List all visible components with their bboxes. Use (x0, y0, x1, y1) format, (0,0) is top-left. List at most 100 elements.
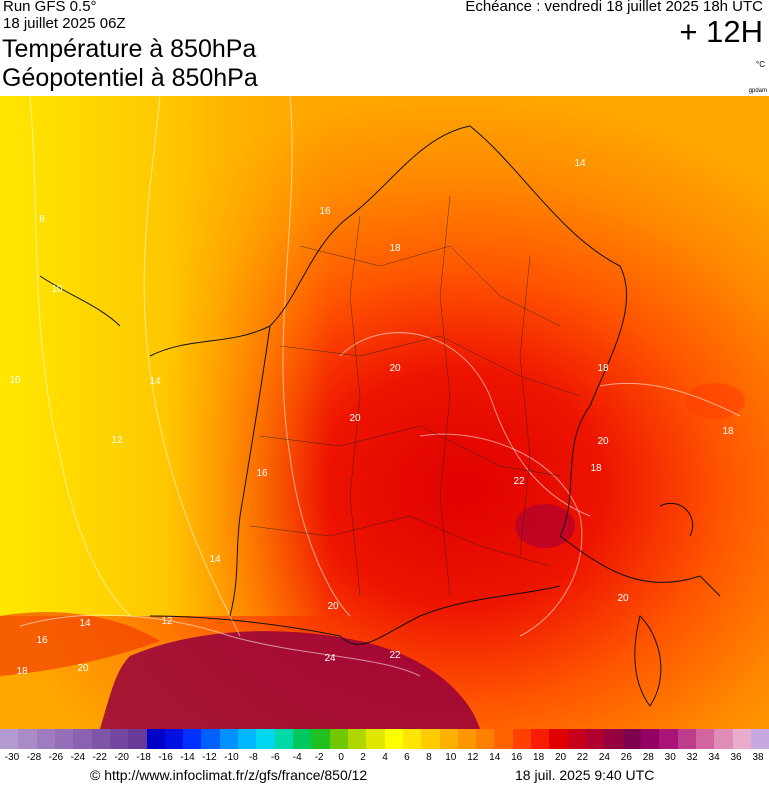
color-swatch (567, 729, 586, 749)
color-scale-tick: -24 (70, 752, 86, 763)
color-swatch (347, 729, 367, 749)
color-swatch (146, 729, 165, 749)
color-swatch (384, 729, 403, 749)
isotherm-label: 14 (149, 376, 161, 387)
color-swatch (586, 729, 605, 749)
color-swatch (73, 729, 92, 749)
color-scale-bar (0, 729, 769, 749)
isotherm-label: 8 (39, 214, 45, 225)
color-swatch (512, 729, 532, 749)
color-swatch (0, 729, 19, 749)
color-scale-tick: 20 (554, 752, 567, 763)
color-scale-tick: 16 (511, 752, 523, 763)
isotherm-label: 20 (327, 601, 339, 612)
color-swatch (164, 729, 184, 749)
lead-time: + 12H (679, 14, 763, 49)
isotherm-label: 16 (36, 635, 48, 646)
color-swatch (549, 729, 568, 749)
color-scale-tick: -26 (48, 752, 64, 763)
isotherm-label: 10 (51, 284, 63, 295)
color-scale-tick: 2 (360, 752, 366, 763)
temperature-map[interactable]: 14 16 18 8 10 10 14 12 16 14 20 20 18 20… (0, 96, 769, 729)
color-swatch (494, 729, 513, 749)
color-swatch (183, 729, 202, 749)
color-swatch (402, 729, 422, 749)
map-title-geopotential: Géopotentiel à 850hPa (2, 64, 258, 92)
color-scale-tick: 26 (620, 752, 632, 763)
isotherm-label: 22 (513, 476, 525, 487)
color-swatch (659, 729, 678, 749)
hot-zone-east (685, 383, 745, 419)
color-scale-tick: -30 (4, 752, 20, 763)
isotherm-label: 12 (161, 616, 173, 627)
isotherm-label: 16 (256, 468, 268, 479)
isotherm-label: 20 (617, 593, 629, 604)
map-title-temperature: Température à 850hPa (2, 35, 257, 63)
color-swatch (18, 729, 37, 749)
isotherm-lines (19, 96, 741, 677)
color-scale-tick: -22 (92, 752, 107, 763)
color-swatch (109, 729, 129, 749)
color-swatch (293, 729, 312, 749)
hot-zone-iberia (0, 612, 160, 676)
color-scale-tick: -28 (26, 752, 42, 763)
isotherm-label: 14 (79, 618, 91, 629)
color-scale-tick: -8 (248, 752, 258, 763)
isotherm-labels: 14 16 18 8 10 10 14 12 16 14 20 20 18 20… (9, 158, 734, 677)
color-scale-tick: 12 (467, 752, 479, 763)
isotherm-label: 10 (9, 375, 21, 386)
color-scale-tick: 10 (445, 752, 457, 763)
color-swatch (457, 729, 477, 749)
color-swatch (128, 729, 147, 749)
color-swatch (91, 729, 110, 749)
isotherm-label: 12 (111, 435, 123, 446)
color-swatch (640, 729, 660, 749)
isotherm-label: 14 (574, 158, 586, 169)
isotherm-label: 18 (722, 426, 734, 437)
isotherm-label: 18 (389, 243, 401, 254)
isotherm-label: 20 (77, 663, 89, 674)
isotherm-label: 20 (389, 363, 401, 374)
color-swatch (201, 729, 220, 749)
generation-timestamp: 18 juil. 2025 9:40 UTC (515, 767, 655, 783)
color-scale-tick: 22 (576, 752, 589, 763)
color-swatch (604, 729, 623, 749)
color-scale-tick: 38 (752, 752, 764, 763)
color-scale-tick: 24 (598, 752, 610, 763)
color-swatch (622, 729, 641, 749)
color-swatch (714, 729, 733, 749)
isotherm-label: 14 (209, 554, 221, 565)
color-swatch (238, 729, 257, 749)
color-swatch (421, 729, 440, 749)
isotherm-label: 20 (349, 413, 361, 424)
color-scale-tick: -18 (136, 752, 151, 763)
color-scale-tick: 36 (730, 752, 742, 763)
color-swatch (476, 729, 495, 749)
valid-time: Echéance : vendredi 18 juillet 2025 18h … (465, 0, 763, 15)
color-scale-tick: 4 (382, 752, 388, 763)
color-scale-tick: -20 (114, 752, 129, 763)
source-credit[interactable]: © http://www.infoclimat.fr/z/gfs/france/… (90, 767, 368, 783)
hot-zone-pyrenees (100, 631, 480, 729)
color-swatch (219, 729, 239, 749)
run-date: 18 juillet 2025 06Z (3, 15, 126, 32)
color-swatch (439, 729, 458, 749)
isotherm-label: 22 (389, 650, 401, 661)
color-scale-tick: -4 (292, 752, 302, 763)
color-scale-tick: -2 (314, 752, 324, 763)
color-scale-tick: 34 (708, 752, 720, 763)
color-scale-tick: 18 (533, 752, 545, 763)
color-scale-tick: -16 (158, 752, 173, 763)
hot-zone-alps (515, 504, 575, 548)
color-swatch (366, 729, 385, 749)
isotherm-label: 16 (319, 206, 331, 217)
color-scale-tick: -12 (202, 752, 217, 763)
color-scale-tick: 30 (664, 752, 676, 763)
color-swatch (750, 729, 769, 749)
isotherm-label: 18 (16, 666, 28, 677)
unit-label: °C (756, 60, 765, 69)
color-scale-tick: -6 (270, 752, 280, 763)
color-swatch (256, 729, 275, 749)
isotherm-label: 20 (597, 436, 609, 447)
color-swatch (311, 729, 330, 749)
